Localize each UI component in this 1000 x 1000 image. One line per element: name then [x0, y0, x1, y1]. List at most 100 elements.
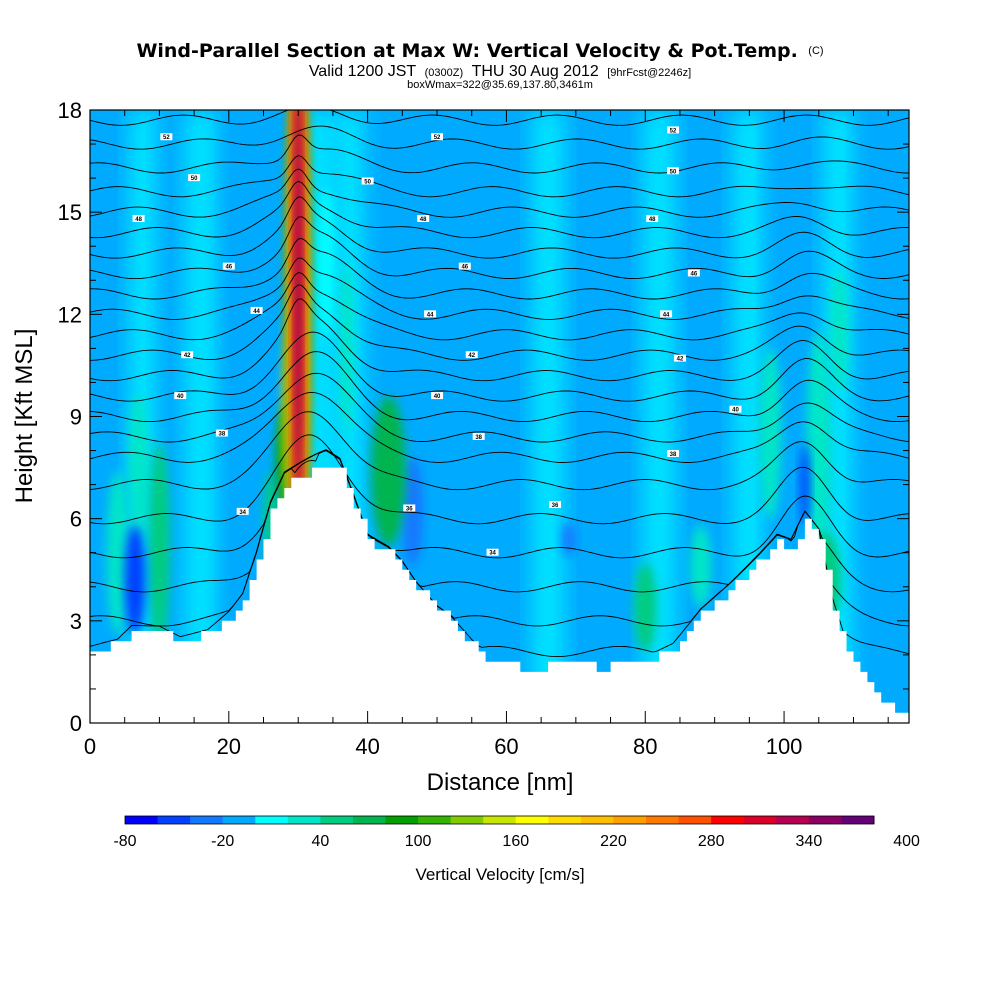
isentrope-7 [90, 372, 909, 443]
isentrope-21 [90, 125, 909, 150]
isentrope-8 [90, 351, 909, 423]
isentrope-label-box-27 [667, 126, 680, 134]
y-tick-label-18: 18 [58, 98, 82, 123]
isentrope-label-text-21: 48 [649, 217, 656, 223]
isentrope-label-box-25 [160, 133, 173, 141]
isentrope-label-18: 46 [687, 269, 700, 277]
colorbar-swatch-19 [743, 816, 777, 824]
isentrope-label-text-6: 38 [670, 452, 677, 458]
isentrope-label-text-3: 36 [552, 503, 559, 509]
y-tick-label-3: 3 [70, 609, 82, 634]
isentrope-label-5: 38 [472, 432, 485, 441]
band-18 [860, 110, 889, 723]
isentrope-label-24: 50 [667, 167, 680, 175]
isentrope-label-9: 40 [729, 405, 742, 414]
colorbar-tick-5: 220 [600, 833, 627, 850]
isentrope-13 [90, 257, 909, 320]
velocity-cell-6 [561, 522, 576, 557]
isentrope-label-12: 42 [673, 354, 686, 363]
isentrope-label-11: 42 [465, 351, 478, 359]
isentrope-label-3: 36 [549, 501, 562, 509]
isentrope-4 [90, 434, 909, 525]
isentrope-label-text-24: 50 [670, 169, 677, 175]
isentrope-label-box-1 [486, 548, 499, 556]
isentrope-label-10: 42 [181, 351, 194, 359]
isentrope-label-box-17 [458, 262, 471, 270]
velocity-cell-9 [148, 443, 170, 649]
isentrope-label-text-23: 50 [364, 180, 371, 186]
velocity-cell-7 [690, 525, 712, 608]
isentrope-10 [90, 298, 909, 382]
isentrope-12 [90, 272, 909, 341]
isentrope-label-text-26: 52 [434, 135, 441, 141]
x-tick-label-40: 40 [355, 734, 379, 759]
band-3 [187, 110, 216, 723]
isentrope-label-box-26 [431, 133, 444, 141]
isentrope-label-box-20 [417, 214, 430, 222]
isentrope-label-16: 46 [222, 262, 235, 271]
isentrope-label-box-12 [673, 354, 686, 362]
x-tick-label-20: 20 [217, 734, 241, 759]
x-axis-label: Distance [nm] [427, 769, 574, 796]
isentrope-label-13: 44 [250, 306, 263, 315]
x-tick-label-60: 60 [494, 734, 518, 759]
isentrope-label-19: 48 [132, 214, 145, 223]
velocity-cell-11 [634, 562, 657, 652]
y-tick-label-9: 9 [70, 405, 82, 430]
isentrope-label-text-10: 42 [184, 353, 191, 359]
isentropes [90, 110, 909, 658]
colorbar-swatch-12 [515, 816, 549, 824]
colorbar-swatch-8 [385, 816, 419, 824]
colorbar-swatch-14 [580, 816, 614, 824]
isentrope-label-text-25: 52 [163, 135, 170, 141]
velocity-cell-0 [317, 188, 335, 339]
isentrope-label-1: 34 [486, 548, 499, 557]
isentrope-label-text-27: 52 [670, 128, 677, 134]
isentrope-label-box-23 [361, 177, 374, 185]
isentrope-5 [90, 411, 909, 491]
isentrope-6 [90, 391, 909, 463]
colorbar-tick-7: 340 [796, 833, 823, 850]
colorbar-swatch-17 [678, 816, 712, 824]
isentrope-label-box-7 [174, 392, 187, 400]
isentrope-label-box-8 [431, 392, 444, 400]
isentrope-label-box-22 [188, 174, 201, 182]
velocity-cell-14 [800, 443, 810, 526]
colorbar-swatch-10 [450, 816, 484, 824]
velocity-cell-15 [371, 396, 406, 546]
y-tick-label-12: 12 [58, 302, 82, 327]
isentrope-2 [90, 449, 909, 593]
velocity-cell-2 [759, 348, 782, 519]
isentrope-label-box-3 [549, 501, 562, 509]
isentrope-9 [90, 331, 909, 402]
isentrope-20 [90, 134, 909, 174]
isentrope-label-text-9: 40 [732, 408, 739, 414]
isentrope-label-text-0: 34 [239, 510, 246, 516]
colorbar-swatch-6 [320, 816, 354, 824]
isentrope-label-23: 50 [361, 177, 374, 186]
isentrope-label-text-7: 40 [177, 394, 184, 400]
band-10 [492, 110, 521, 723]
isentrope-label-box-24 [667, 167, 680, 175]
colorbar-swatch-11 [483, 816, 517, 824]
isentrope-label-text-17: 46 [461, 265, 468, 271]
isentrope-label-text-18: 46 [690, 271, 697, 277]
y-tick-label-0: 0 [70, 711, 82, 736]
isentrope-15 [90, 216, 909, 280]
colorbar-swatch-21 [808, 816, 842, 824]
y-axis-label: Height [Kft MSL] [11, 329, 38, 504]
velocity-cell-1 [830, 270, 849, 393]
isentrope-label-8: 40 [431, 392, 444, 400]
colorbar-swatch-13 [548, 816, 582, 824]
colorbar-tick-4: 160 [502, 833, 529, 850]
isentrope-label-text-11: 42 [468, 353, 475, 359]
velocity-cell-5 [106, 470, 129, 635]
chart-subtitle: Valid 1200 JST (0300Z) THU 30 Aug 2012 [… [309, 63, 691, 80]
x-axis: 0 20 40 60 80 100 [84, 110, 889, 759]
colorbar-swatch-9 [418, 816, 452, 824]
isentrope-label-box-16 [222, 262, 235, 270]
colorbar-swatch-16 [646, 816, 680, 824]
y-tick-label-6: 6 [70, 507, 82, 532]
